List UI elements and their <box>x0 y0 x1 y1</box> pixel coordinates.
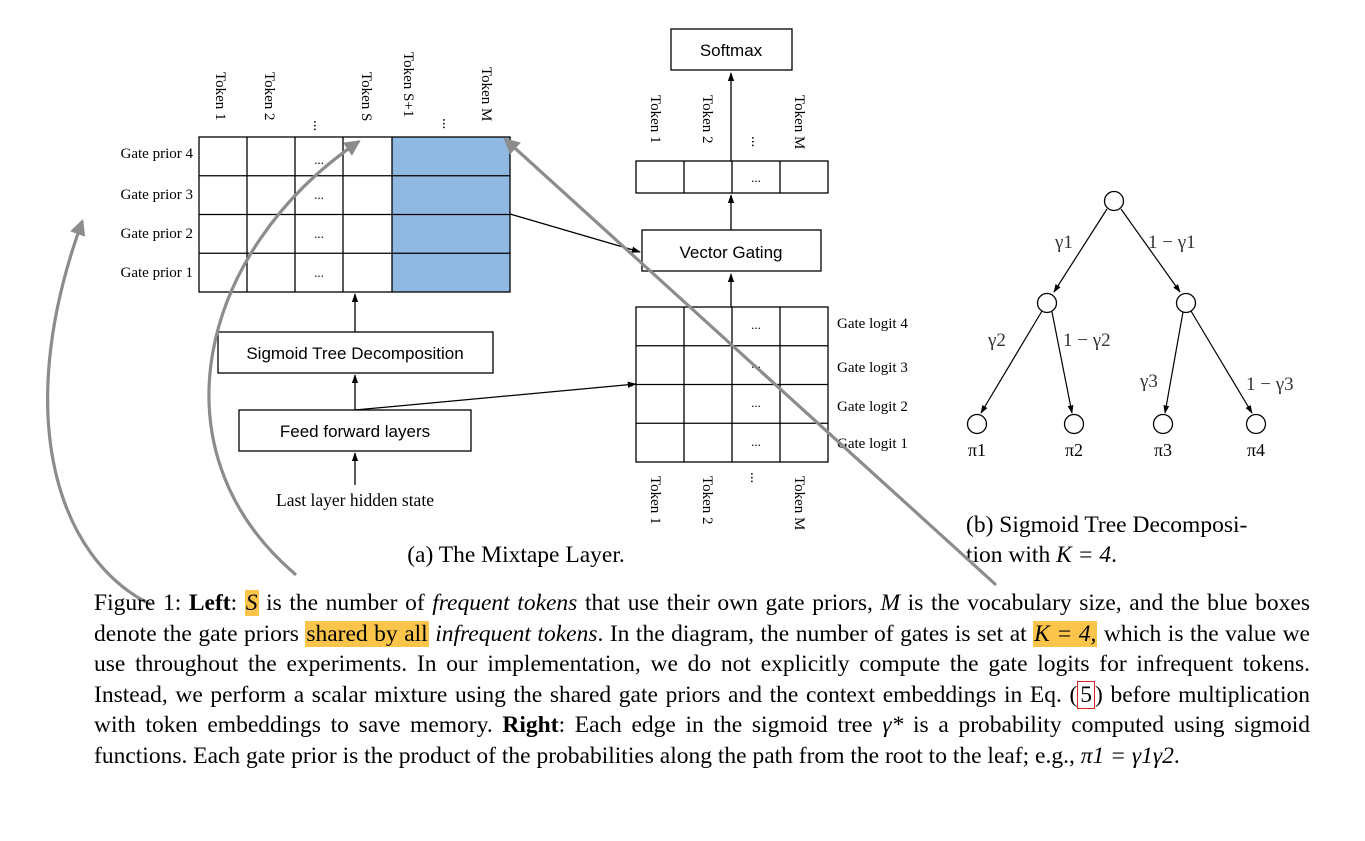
panel-b-caption: tion with K = 4. <box>966 542 1117 568</box>
grid-ellipsis: ... <box>314 187 324 202</box>
column-token-label: Token 1 <box>212 72 228 121</box>
arrow-ffn-to-logits <box>354 381 637 411</box>
sigmoid-tree: γ1 1 − γ1 γ2 1 − γ2 γ3 1 − γ3 π1 π2 π3 π… <box>966 190 1294 460</box>
tree-inner-node <box>1175 292 1197 314</box>
column-token-label: ... <box>310 120 326 131</box>
highlight-k: K = 4, <box>1033 620 1098 647</box>
edge-label: γ2 <box>987 330 1006 351</box>
ffn-label: Feed forward layers <box>280 422 430 441</box>
grid-ellipsis: ... <box>314 265 324 280</box>
output-vector <box>635 160 829 194</box>
tree-leaf-node <box>966 413 988 435</box>
tree-leaf-node <box>1152 413 1174 435</box>
leaf-label: π4 <box>1247 440 1265 460</box>
top-token-label: Token M <box>791 95 807 149</box>
edge-label: 1 − γ2 <box>1063 330 1111 351</box>
gate-prior-grid: ... ... ... ... <box>198 136 511 293</box>
softmax-box <box>670 28 793 71</box>
logit-ellipsis: ... <box>751 356 761 371</box>
bottom-token-label: Token M <box>791 476 807 530</box>
tree-leaf-node <box>1063 413 1085 435</box>
column-token-label: Token M <box>478 67 494 121</box>
bottom-token-label: Token 1 <box>647 476 663 525</box>
panel-b-caption: (b) Sigmoid Tree Decomposi- <box>966 512 1247 538</box>
tree-leaf-node <box>1245 413 1267 435</box>
equation-reference-link[interactable]: 5 <box>1077 680 1096 709</box>
sigmoid-tree-label: Sigmoid Tree Decomposition <box>246 344 463 363</box>
logit-ellipsis: ... <box>751 395 761 410</box>
logit-ellipsis: ... <box>751 317 761 332</box>
bottom-token-label: Token 2 <box>699 476 715 525</box>
highlight-s: S <box>244 590 259 616</box>
tree-inner-node <box>1036 292 1058 314</box>
ffn-box <box>238 409 472 452</box>
softmax-label: Softmax <box>700 41 763 60</box>
gate-logit-label: Gate logit 3 <box>837 360 908 376</box>
column-token-label: Token S+1 <box>400 52 416 117</box>
vector-gating-label: Vector Gating <box>679 243 782 262</box>
vector-ellipsis: ... <box>751 170 761 185</box>
edge-label: γ3 <box>1139 371 1158 392</box>
gate-prior-label: Gate prior 3 <box>121 187 193 203</box>
top-token-label: ... <box>748 136 764 147</box>
edge-label: γ1 <box>1054 232 1073 253</box>
column-token-label: Token S <box>358 72 374 121</box>
gate-logit-grid <box>635 306 829 463</box>
leaf-label: π2 <box>1065 440 1083 460</box>
gate-prior-label: Gate prior 2 <box>121 226 193 242</box>
vector-gating-box <box>641 229 822 272</box>
top-token-label: Token 1 <box>647 95 663 144</box>
grid-ellipsis: ... <box>314 226 324 241</box>
leaf-label: π3 <box>1154 440 1172 460</box>
tree-root-node <box>1103 190 1125 212</box>
gate-logit-label: Gate logit 4 <box>837 316 908 332</box>
annotation-arrow <box>46 218 152 606</box>
gate-logit-label: Gate logit 1 <box>837 436 908 452</box>
highlight-shared: shared by all <box>305 620 429 647</box>
gate-prior-label: Gate prior 1 <box>121 265 193 281</box>
column-token-label: ... <box>439 118 455 129</box>
panel-a-caption: (a) The Mixtape Layer. <box>407 542 625 568</box>
logit-ellipsis: ... <box>751 434 761 449</box>
top-token-label: Token 2 <box>699 95 715 144</box>
figure-caption: Figure 1: Left: S is the number of frequ… <box>94 590 1311 769</box>
gate-prior-label: Gate prior 4 <box>121 146 194 162</box>
leaf-label: π1 <box>968 440 986 460</box>
arrow-priors-to-gating <box>509 213 641 253</box>
edge-label: 1 − γ3 <box>1246 374 1294 395</box>
grid-ellipsis: ... <box>314 152 324 167</box>
column-token-label: Token 2 <box>261 72 277 121</box>
hidden-state-label: Last layer hidden state <box>276 490 434 510</box>
sigmoid-tree-box <box>217 331 494 374</box>
bottom-token-label: ... <box>747 472 763 483</box>
annotation-arrow <box>207 140 361 576</box>
annotation-arrow <box>503 137 997 586</box>
gate-logit-label: Gate logit 2 <box>837 399 908 415</box>
edge-label: 1 − γ1 <box>1148 232 1196 253</box>
